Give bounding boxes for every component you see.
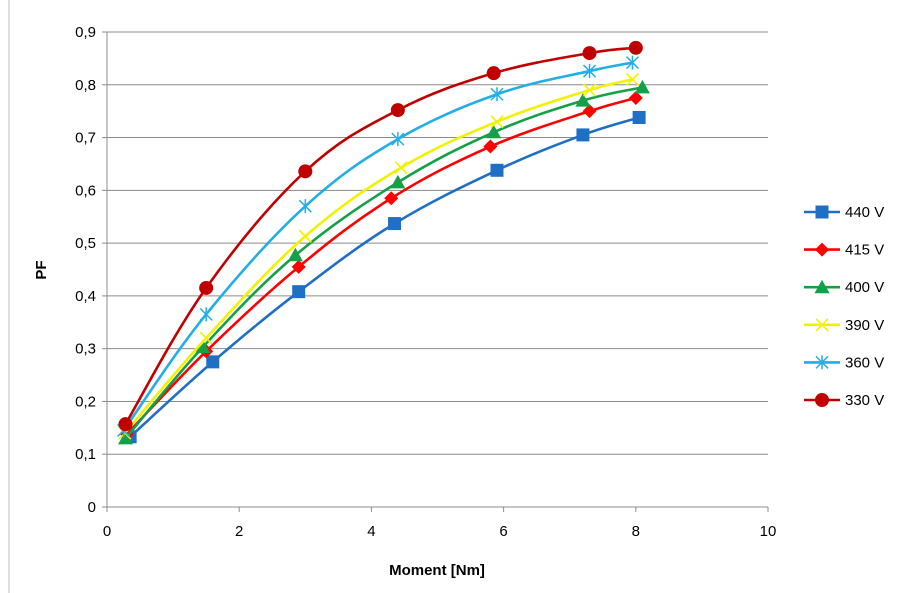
y-tick-label: 0,1 [75,446,96,463]
data-point [486,124,502,139]
legend-label: 330 V [845,392,884,409]
data-point [582,46,597,61]
y-axis-title: PF [33,260,50,279]
series-line [122,61,633,432]
data-point [384,191,399,206]
x-tick-label: 6 [499,523,507,540]
data-point [391,132,405,147]
data-point [483,139,498,154]
data-point [575,93,591,107]
legend-item: 390 V [804,317,884,334]
legend-marker [814,279,830,294]
legend-label: 440 V [845,204,884,221]
x-tick-label: 10 [760,523,777,540]
data-point [625,55,640,70]
series-layer [116,40,650,445]
series-330v [118,40,643,432]
series-360v [116,55,640,438]
x-axis-title: Moment [Nm] [389,562,485,579]
data-point [390,103,405,118]
legend-item: 440 V [804,204,884,221]
data-point [199,331,213,345]
data-point [582,104,597,119]
data-point [388,217,402,231]
legend-label: 360 V [845,354,884,371]
y-tick-label: 0,6 [75,182,96,199]
x-tick-label: 4 [367,523,375,540]
x-tick-label: 2 [235,523,243,540]
x-tick-label: 0 [103,523,111,540]
data-point [206,355,220,369]
series-440v [123,111,646,444]
data-point [582,64,597,79]
data-point [298,229,312,243]
gridlines [107,31,768,455]
data-point [195,339,211,354]
data-point [576,128,590,142]
series-line [123,78,633,434]
legend-item: 415 V [804,242,884,259]
data-point [118,417,133,432]
legend-marker [815,355,829,370]
data-point [632,111,646,124]
legend-marker [815,242,829,257]
series-line [124,86,643,440]
y-tick-label: 0,3 [75,341,96,358]
y-tick-label: 0,8 [75,77,96,94]
legend-marker [815,318,829,332]
legend-label: 415 V [845,242,884,259]
data-point [490,87,504,102]
x-tick-label: 8 [632,523,640,540]
data-point [287,247,303,262]
legend-label: 390 V [845,317,884,334]
data-point [490,115,504,129]
series-line [129,116,640,438]
data-point [298,199,312,214]
axes: 0 0,1 0,2 0,3 0,4 0,5 0,6 0,7 0,8 0,9 0 2 4 6 8 10 [75,24,776,540]
series-415v [119,90,643,442]
legend: 440 V 415 V 400 V 390 V 360 V 330 V [804,204,884,409]
data-point [486,66,501,81]
y-tick-label: 0,9 [75,24,96,41]
data-point [394,161,408,175]
data-point [628,90,643,105]
legend-item: 330 V [804,392,884,409]
data-point [390,174,406,189]
data-point [490,163,504,177]
y-tick-label: 0,4 [75,288,96,305]
data-point [634,79,650,94]
data-point [628,40,643,55]
legend-item: 400 V [804,279,884,296]
data-point [118,430,134,445]
legend-marker [815,205,829,219]
legend-label: 400 V [845,279,884,296]
y-tick-label: 0 [88,499,96,516]
y-tick-label: 0,7 [75,130,96,147]
series-400v [118,79,650,445]
data-point [199,280,214,295]
y-tick-label: 0,5 [75,235,96,252]
legend-item: 360 V [804,354,884,371]
legend-marker [815,393,829,407]
data-point [582,83,597,97]
series-line [124,46,636,425]
data-point [625,72,640,87]
series-390v [118,72,640,440]
data-point [292,285,306,299]
data-point [199,307,213,322]
data-point [298,164,313,179]
data-point [291,259,306,274]
y-tick-label: 0,2 [75,393,96,410]
